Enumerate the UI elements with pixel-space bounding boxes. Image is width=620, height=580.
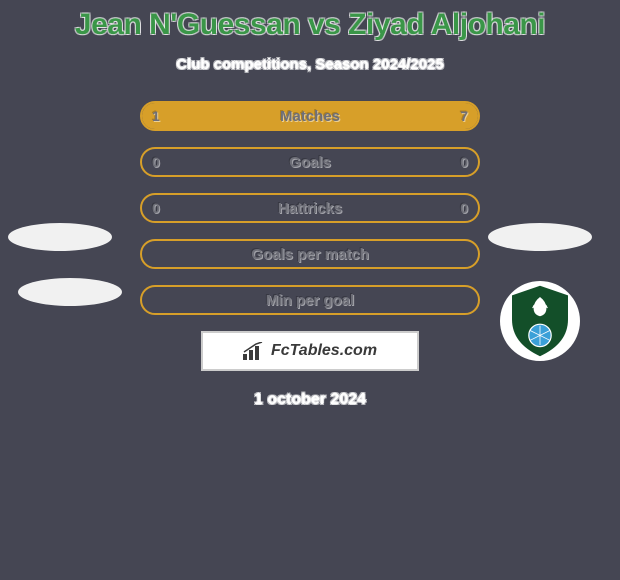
stat-rows: 17Matches 00Goals 00Hattricks Goals per mat… xyxy=(140,101,480,315)
shield-icon xyxy=(500,281,580,361)
stat-label: Matches xyxy=(142,103,478,129)
stat-label: Goals per match xyxy=(142,241,478,267)
stat-label: Min per goal xyxy=(142,287,478,313)
right-club-placeholder xyxy=(488,223,592,251)
left-club-placeholder-2 xyxy=(18,278,122,306)
stat-label: Hattricks xyxy=(142,195,478,221)
page-title: Jean N'Guessan vs Ziyad Aljohani xyxy=(0,0,620,42)
stat-row: 00Goals xyxy=(140,147,480,177)
comparison-card: Jean N'Guessan vs Ziyad Aljohani Club co… xyxy=(0,0,620,580)
subtitle-text: Club competitions, Season 2024/2025 xyxy=(176,56,444,73)
stat-row: 00Hattricks xyxy=(140,193,480,223)
stat-row: Goals per match xyxy=(140,239,480,269)
subtitle: Club competitions, Season 2024/2025 xyxy=(0,56,620,73)
left-club-placeholder-1 xyxy=(8,223,112,251)
stats-area: 17Matches 00Goals 00Hattricks Goals per mat… xyxy=(0,101,620,315)
date-text: 1 october 2024 xyxy=(254,391,366,408)
date-line: 1 october 2024 xyxy=(0,391,620,409)
right-club-crest xyxy=(500,281,580,361)
stat-label: Goals xyxy=(142,149,478,175)
branding-text: FcTables.com xyxy=(271,342,377,360)
stat-row: 17Matches xyxy=(140,101,480,131)
bar-chart-icon xyxy=(243,342,265,360)
stat-row: Min per goal xyxy=(140,285,480,315)
branding-box[interactable]: FcTables.com xyxy=(201,331,419,371)
